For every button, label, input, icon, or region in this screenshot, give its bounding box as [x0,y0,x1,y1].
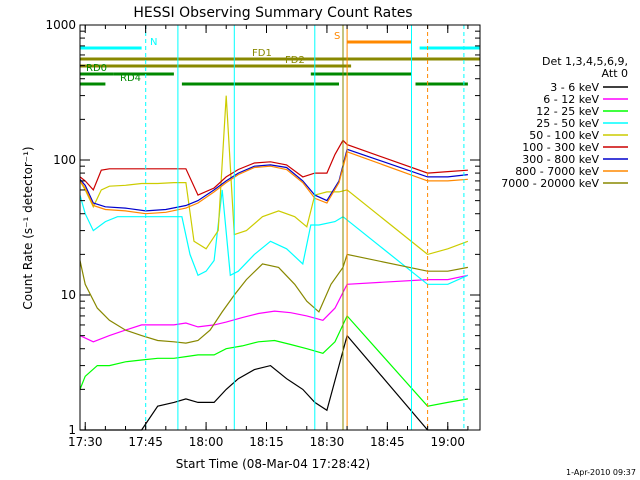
legend-label-5: 100 - 300 keV [522,141,599,154]
mode-bar-label-1: S [334,31,340,42]
x-tick-label-3: 18:15 [249,435,284,449]
y-tick-label-1: 10 [61,288,76,302]
series-line-1 [79,274,469,343]
y-tick-label-3: 1000 [45,18,76,32]
axes-layer: 17:30 17:45 18:00 18:15 18:30 18:45 19:00 1 10 10… [45,18,480,449]
x-tick-label-6: 19:00 [430,435,465,449]
legend-label-7: 800 - 7000 keV [515,165,599,178]
legend-label-8: 7000 - 20000 keV [501,177,599,190]
legend-label-1: 6 - 12 keV [543,93,599,106]
x-tick-label-0: 17:30 [68,435,103,449]
legend-label-4: 50 - 100 keV [529,129,599,142]
series-line-7 [79,151,468,215]
legend-label-0: 3 - 6 keV [550,81,599,94]
y-tick-label-2: 100 [53,153,76,167]
timestamp: 1-Apr-2010 09:37 [566,468,636,477]
x-tick-label-5: 18:45 [370,435,405,449]
mode-bar-label-0: N [150,37,157,48]
series-line-5 [79,139,468,196]
mode-bars-layer: N S FD1 FD2 RD0 RD4 [80,31,480,86]
series-line-8 [79,253,469,344]
series-line-3 [79,189,469,285]
legend-header-1: Att 0 [602,67,628,80]
mode-bar-label-2: FD1 [252,48,272,59]
series-line-6 [79,148,468,212]
mode-bar-label-5: RD4 [120,73,141,84]
x-tick-label-4: 18:30 [310,435,345,449]
vlines-layer [79,25,465,430]
mode-bar-label-4: RD0 [86,63,107,74]
x-tick-label-1: 17:45 [128,435,163,449]
legend-label-6: 300 - 800 keV [522,153,599,166]
series-layer [79,95,469,431]
y-axis-label: Count Rate (s⁻¹ detector⁻¹) [21,146,35,309]
y-tick-label-0: 1 [68,423,76,437]
series-line-2 [79,314,469,407]
plot-frame [79,24,481,431]
series-line-4 [79,95,469,256]
legend-label-2: 12 - 25 keV [536,105,599,118]
chart-title: HESSI Observing Summary Count Rates [133,5,412,21]
series-line-0 [80,334,468,431]
x-axis-label: Start Time (08-Mar-04 17:28:42) [176,457,370,471]
legend-label-3: 25 - 50 keV [536,117,599,130]
legend-header-0: Det 1,3,4,5,6,9, [542,55,628,68]
x-tick-label-2: 18:00 [189,435,224,449]
mode-bar-label-3: FD2 [285,55,305,66]
